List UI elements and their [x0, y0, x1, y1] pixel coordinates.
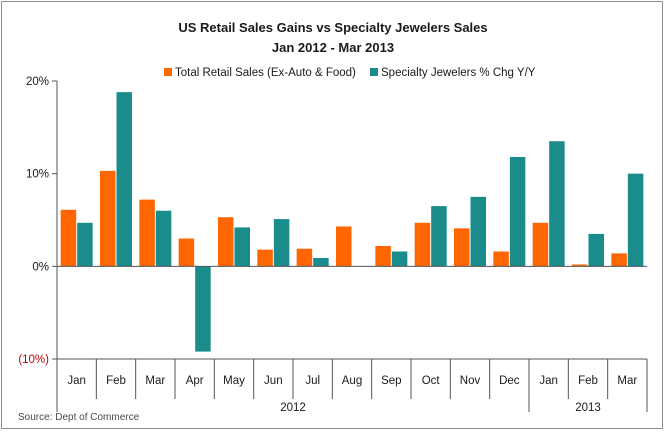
- x-tick-label: Mar: [145, 375, 165, 387]
- bar-retail-2: [100, 170, 116, 267]
- bar-retail-1: [60, 209, 77, 267]
- bar-jewelers-3: [155, 210, 172, 267]
- bar-retail-6: [257, 249, 273, 267]
- bar-jewelers-11: [470, 196, 486, 267]
- x-tick-label: May: [223, 375, 245, 387]
- bar-retail-12: [493, 251, 509, 267]
- x-axis: Jan Feb Mar Apr May Jun Jul Aug Sep Oct Nov Dec Jan F…: [56, 358, 648, 414]
- bars: [57, 92, 647, 352]
- x-tick-label: Apr: [186, 375, 204, 387]
- bar-jewelers-2: [116, 92, 132, 267]
- x-tick-label: Nov: [460, 375, 481, 387]
- bar-retail-8: [336, 226, 352, 267]
- chart-title: US Retail Sales Gains vs Specialty Jewel…: [178, 20, 487, 35]
- y-axis: 20% 10% 0% (10%): [18, 76, 58, 366]
- legend-label-retail: Total Retail Sales (Ex-Auto & Food): [175, 67, 356, 79]
- legend-swatch-retail: [164, 68, 172, 76]
- bar-jewelers-9: [391, 251, 408, 267]
- bar-jewelers-13: [549, 141, 565, 267]
- bar-retail-4: [178, 238, 195, 267]
- bar-jewelers-1: [77, 222, 93, 267]
- bar-retail-9: [375, 245, 391, 267]
- x-group-label: 2013: [575, 402, 601, 414]
- bar-retail-7: [296, 248, 313, 267]
- x-tick-label: Feb: [578, 375, 598, 387]
- chart-subtitle: Jan 2012 - Mar 2013: [272, 40, 394, 55]
- x-tick-label: Oct: [422, 375, 441, 387]
- bar-retail-14: [572, 264, 588, 267]
- bar-jewelers-6: [273, 219, 290, 267]
- y-tick-label: 10%: [26, 169, 49, 181]
- x-tick-label: Sep: [381, 375, 401, 387]
- bar-jewelers-10: [431, 206, 447, 267]
- y-tick-label: 20%: [26, 76, 49, 88]
- bar-jewelers-5: [234, 227, 250, 267]
- x-tick-label: Jan: [67, 375, 86, 387]
- bar-retail-15: [611, 253, 627, 267]
- x-group-label: 2012: [280, 402, 306, 414]
- bar-jewelers-12: [509, 156, 526, 267]
- bar-retail-10: [414, 222, 431, 267]
- y-tick-label: (10%): [18, 354, 49, 366]
- x-tick-label: Jul: [305, 375, 320, 387]
- source-note: Source: Dept of Commerce: [18, 412, 140, 423]
- bar-jewelers-14: [588, 233, 604, 267]
- x-tick-label: Jun: [264, 375, 283, 387]
- x-tick-label: Mar: [617, 375, 637, 387]
- x-tick-label: Feb: [106, 375, 126, 387]
- bar-jewelers-15: [627, 173, 644, 267]
- legend: Total Retail Sales (Ex-Auto & Food) Spec…: [164, 67, 536, 79]
- bar-retail-5: [218, 217, 234, 267]
- legend-swatch-jewelers: [370, 68, 378, 76]
- bar-retail-11: [454, 228, 470, 267]
- x-tick-label: Jan: [539, 375, 558, 387]
- y-tick-label: 0%: [32, 261, 49, 273]
- bar-jewelers-4: [195, 266, 211, 352]
- bar-retail-13: [532, 222, 549, 267]
- bar-jewelers-7: [313, 257, 329, 267]
- x-tick-label: Aug: [342, 375, 362, 387]
- legend-label-jewelers: Specialty Jewelers % Chg Y/Y: [381, 67, 536, 79]
- bar-retail-3: [139, 199, 155, 267]
- x-tick-label: Dec: [499, 375, 520, 387]
